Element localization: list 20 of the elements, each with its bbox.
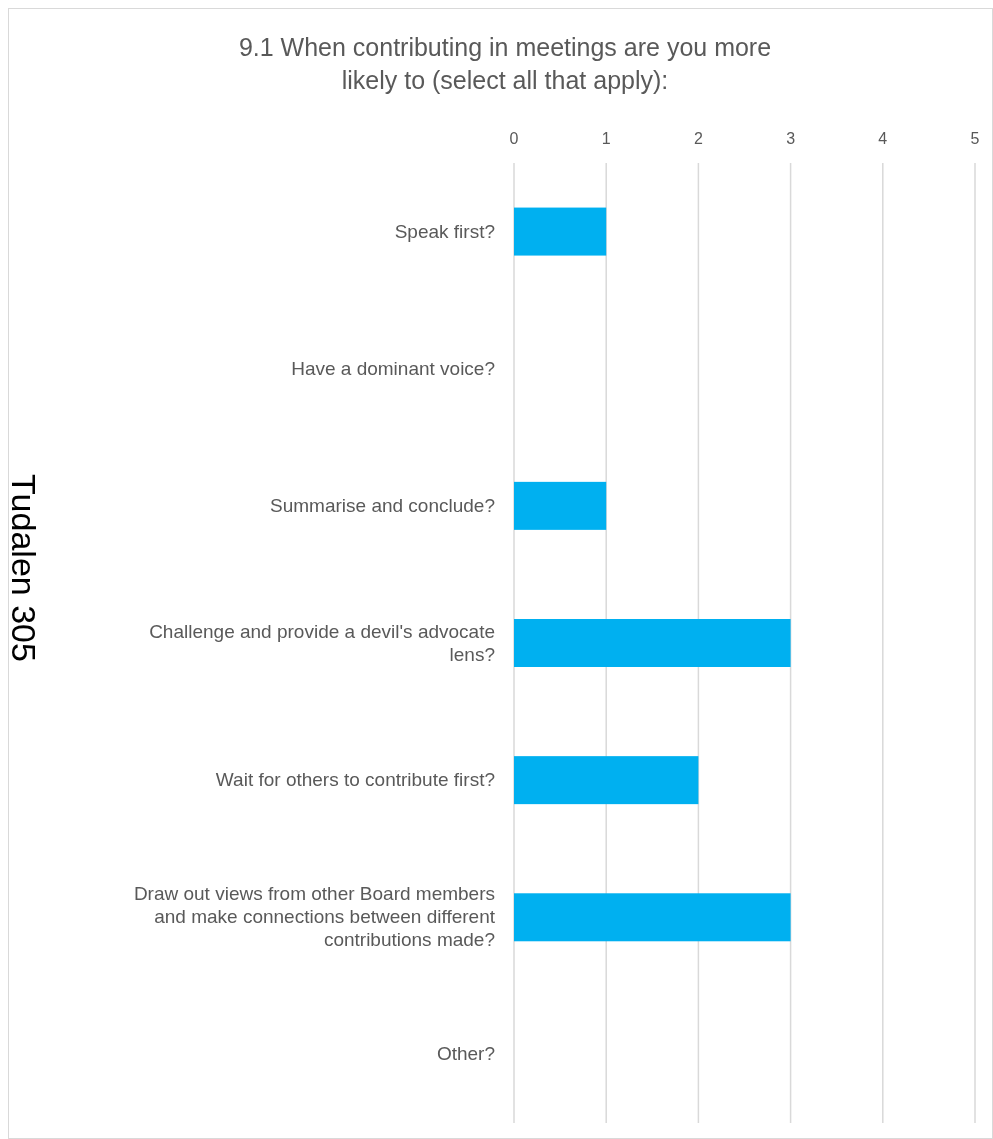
y-tick-label: Other? [436, 1043, 495, 1065]
x-tick-label: 2 [693, 130, 703, 147]
x-tick-label: 0 [509, 130, 519, 147]
bar [514, 481, 607, 530]
bar [514, 207, 607, 256]
bar [514, 619, 791, 667]
bar [514, 893, 791, 942]
x-tick-label: 4 [878, 130, 888, 147]
y-tick-label: Wait for others to contribute first? [215, 769, 495, 791]
bar [514, 756, 699, 805]
x-tick-label: 1 [601, 130, 611, 147]
y-tick-label: Summarise and conclude? [270, 494, 495, 516]
y-tick-label: Have a dominant voice? [291, 357, 495, 379]
y-tick-label: Draw out views from other Board members and make connections between different contributions made? [133, 883, 496, 951]
chart-title: 9.1 When contributing in meetings are you more likely to (select all that apply): [238, 33, 772, 94]
x-tick-label: 5 [970, 130, 980, 147]
y-tick-label: Challenge and provide a devil's advocate lens? [149, 620, 495, 665]
text: Tudalen 305 [5, 474, 43, 662]
x-tick-label: 3 [786, 130, 796, 147]
y-tick-label: Speak first? [394, 220, 495, 242]
